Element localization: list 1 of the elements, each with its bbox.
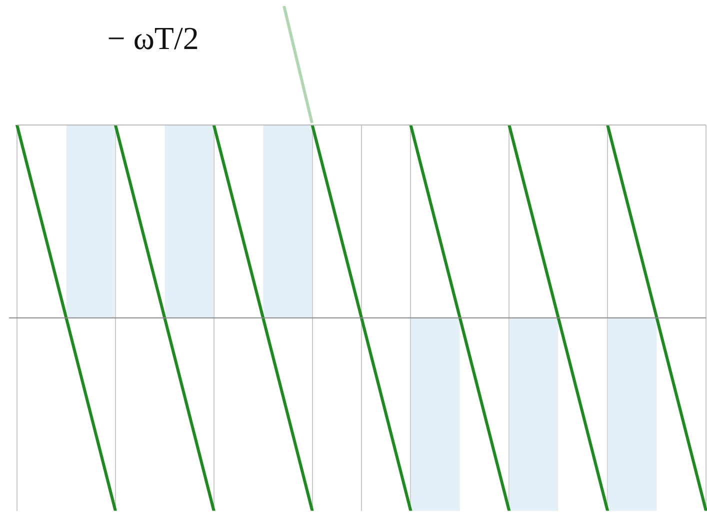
- text: − ωT/2: [107, 20, 199, 57]
